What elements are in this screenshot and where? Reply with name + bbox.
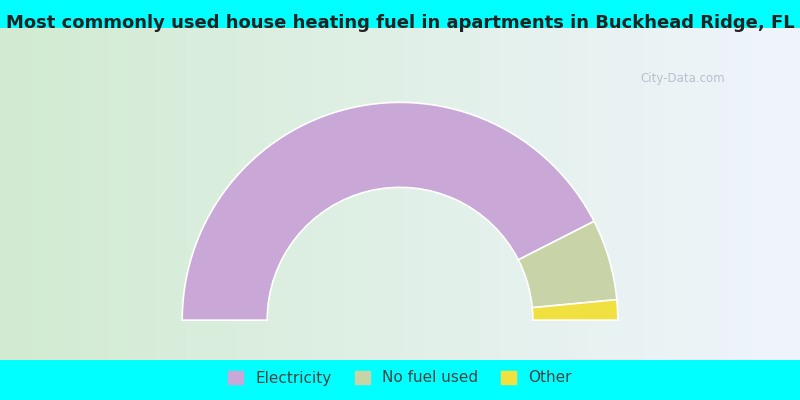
Text: Most commonly used house heating fuel in apartments in Buckhead Ridge, FL: Most commonly used house heating fuel in… bbox=[6, 14, 794, 32]
Wedge shape bbox=[532, 300, 618, 320]
Legend: Electricity, No fuel used, Other: Electricity, No fuel used, Other bbox=[228, 370, 572, 386]
Wedge shape bbox=[518, 221, 617, 308]
Wedge shape bbox=[182, 102, 594, 320]
Text: City-Data.com: City-Data.com bbox=[640, 72, 725, 85]
